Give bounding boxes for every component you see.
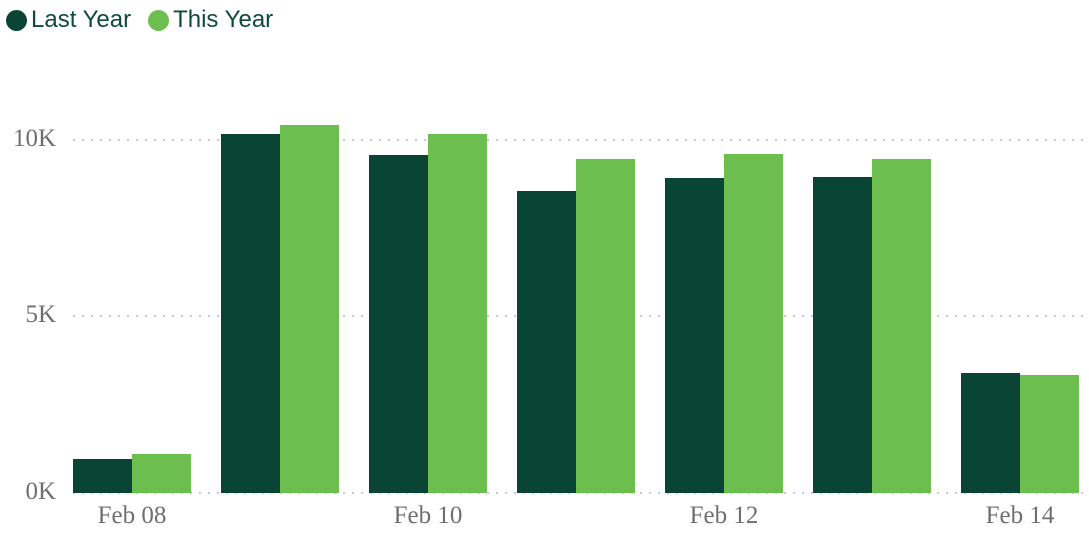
legend-item-this-year[interactable]: This Year bbox=[148, 7, 273, 33]
x-axis-tick-feb-12: Feb 12 bbox=[689, 502, 759, 529]
last-year-bar-feb-10[interactable] bbox=[369, 155, 428, 493]
x-axis-tick-feb-14: Feb 14 bbox=[985, 502, 1055, 529]
gridline-10k bbox=[73, 138, 1085, 141]
last-year-bar-feb-14[interactable] bbox=[961, 373, 1020, 493]
this-year-bar-feb-10[interactable] bbox=[428, 134, 487, 493]
y-axis-tick-10k: 10K bbox=[12, 124, 56, 152]
this-year-bar-feb-09[interactable] bbox=[280, 125, 339, 493]
y-axis-tick-5k: 5K bbox=[25, 301, 56, 329]
x-axis-tick-feb-08: Feb 08 bbox=[97, 502, 167, 529]
last-year-bar-feb-11[interactable] bbox=[517, 191, 576, 493]
this-year-bar-feb-13[interactable] bbox=[872, 159, 931, 493]
chart-legend: Last Year This Year bbox=[6, 7, 273, 33]
this-year-legend-dot-icon bbox=[148, 9, 170, 31]
gridline-0k bbox=[73, 492, 1085, 494]
legend-label-this-year: This Year bbox=[173, 6, 274, 33]
last-year-bar-feb-13[interactable] bbox=[813, 177, 872, 493]
x-axis-tick-feb-10: Feb 10 bbox=[393, 502, 463, 529]
last-year-bar-feb-09[interactable] bbox=[221, 134, 280, 493]
last-year-bar-feb-12[interactable] bbox=[665, 178, 724, 493]
y-axis-tick-0k: 0K bbox=[25, 477, 56, 505]
this-year-bar-feb-12[interactable] bbox=[724, 154, 783, 493]
last-year-bar-feb-08[interactable] bbox=[73, 459, 132, 493]
this-year-bar-feb-11[interactable] bbox=[576, 159, 635, 493]
last-year-legend-dot-icon bbox=[6, 9, 27, 31]
legend-item-last-year[interactable]: Last Year bbox=[6, 7, 131, 33]
this-year-bar-feb-14[interactable] bbox=[1020, 375, 1079, 493]
legend-label-last-year: Last Year bbox=[31, 6, 132, 33]
this-year-bar-feb-08[interactable] bbox=[132, 454, 191, 493]
